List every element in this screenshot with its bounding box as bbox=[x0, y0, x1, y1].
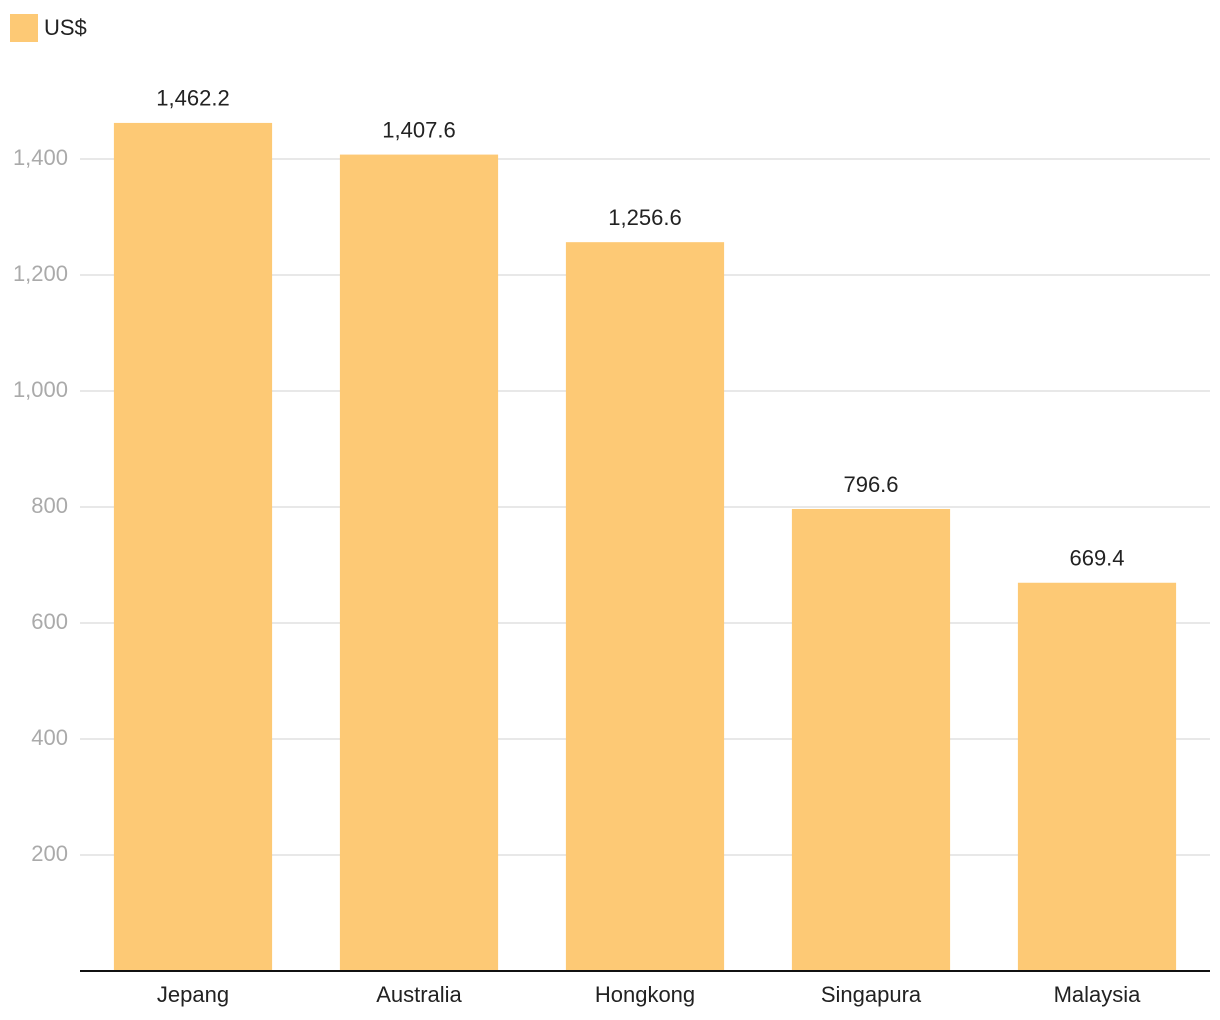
bar bbox=[339, 154, 499, 972]
y-tick-label: 400 bbox=[31, 725, 68, 750]
x-tick-label: Hongkong bbox=[595, 982, 695, 1007]
y-tick-label: 1,200 bbox=[13, 261, 68, 286]
y-tick-label: 200 bbox=[31, 841, 68, 866]
x-tick-label: Australia bbox=[376, 982, 462, 1007]
y-tick-label: 600 bbox=[31, 609, 68, 634]
x-tick-label: Malaysia bbox=[1054, 982, 1142, 1007]
bar bbox=[113, 122, 273, 971]
y-tick-label: 1,400 bbox=[13, 145, 68, 170]
value-label: 669.4 bbox=[1069, 546, 1124, 571]
x-tick-label: Singapura bbox=[821, 982, 922, 1007]
value-label: 796.6 bbox=[843, 472, 898, 497]
value-label: 1,256.6 bbox=[608, 205, 681, 230]
x-tick-label: Jepang bbox=[157, 982, 229, 1007]
bar bbox=[565, 242, 725, 971]
legend-swatch bbox=[10, 14, 38, 42]
value-label: 1,407.6 bbox=[382, 117, 455, 142]
value-label: 1,462.2 bbox=[156, 86, 229, 111]
bar bbox=[791, 508, 951, 971]
legend-label: US$ bbox=[44, 15, 87, 40]
y-tick-label: 1,000 bbox=[13, 377, 68, 402]
bar bbox=[1017, 582, 1177, 971]
y-tick-label: 800 bbox=[31, 493, 68, 518]
